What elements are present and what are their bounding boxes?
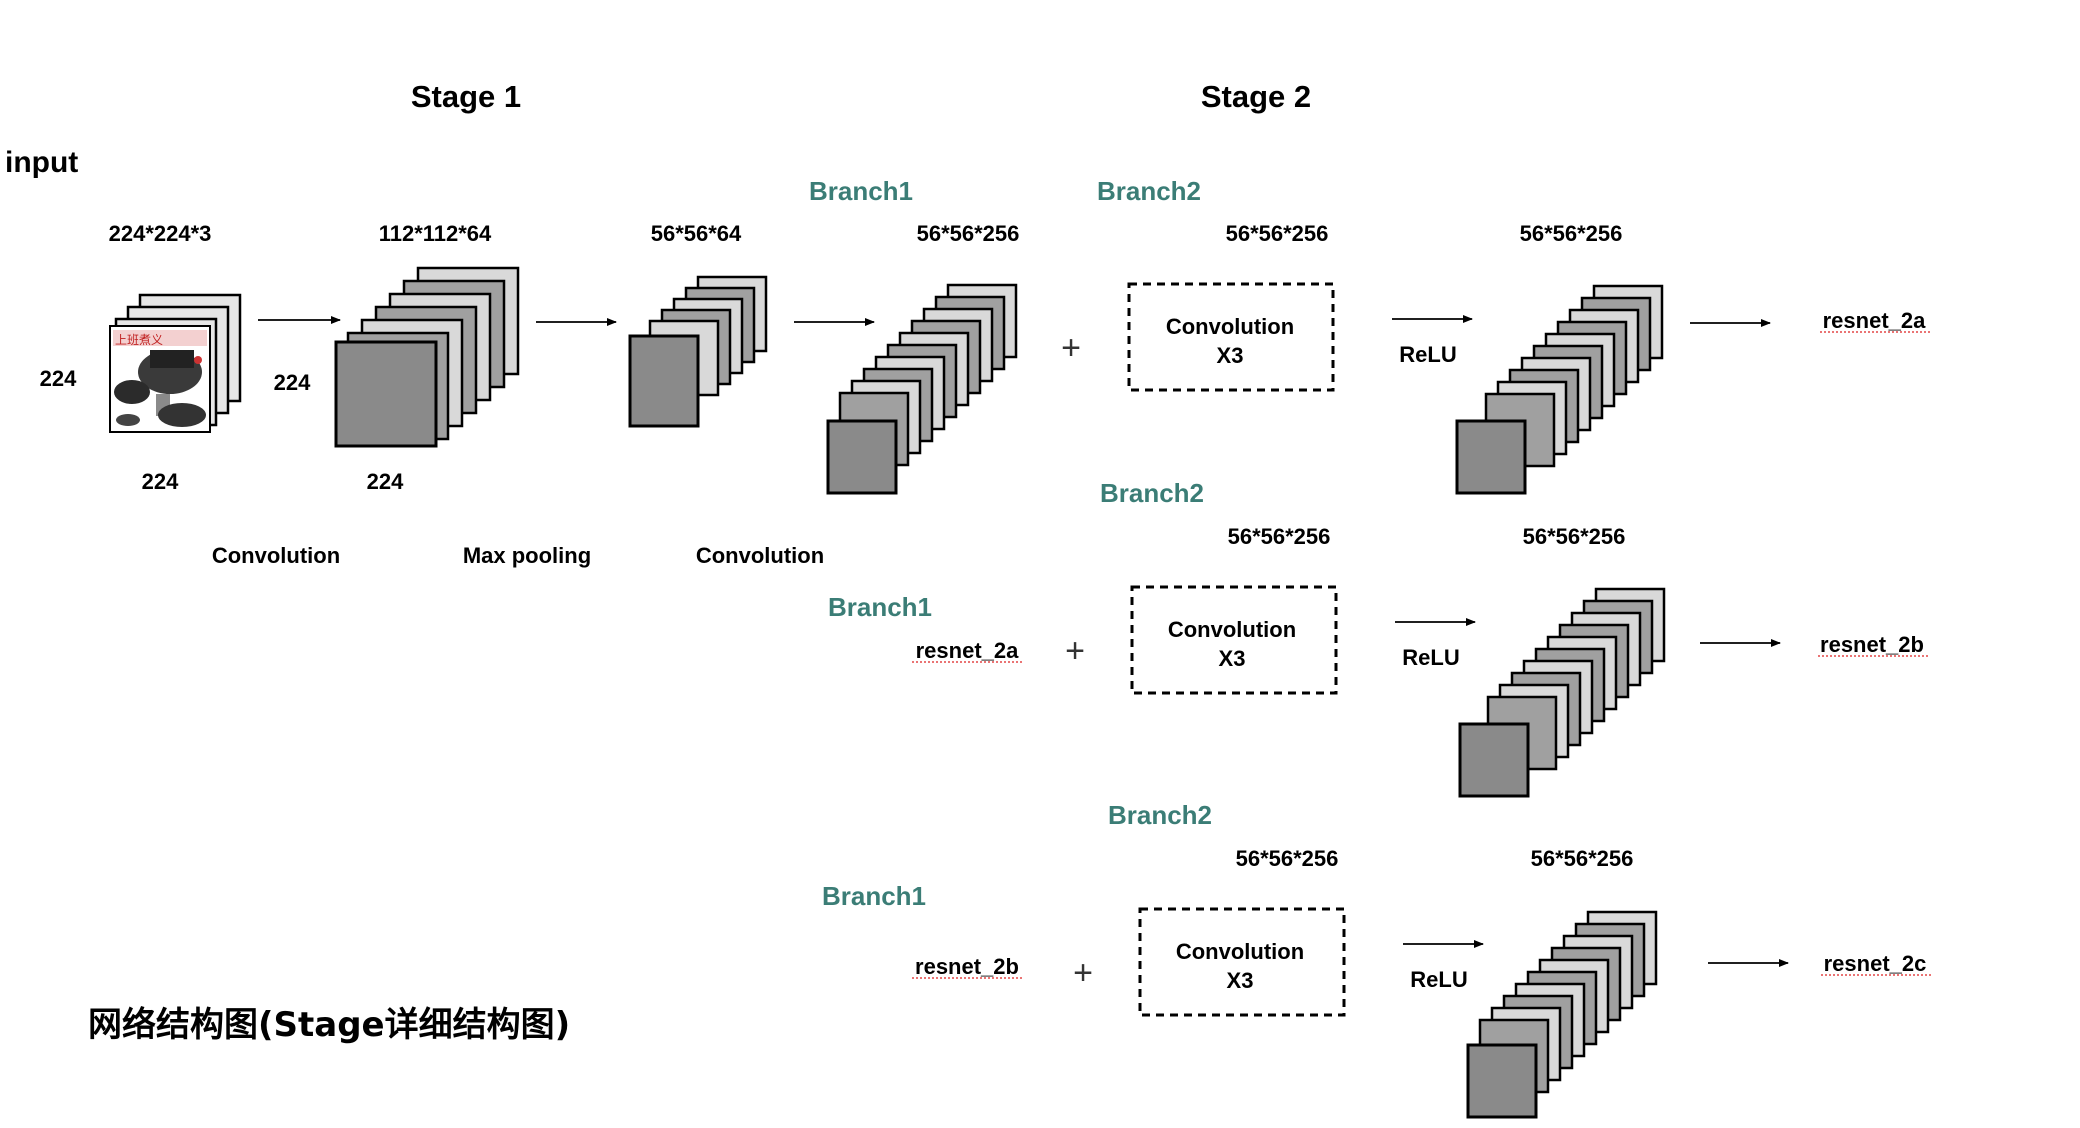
row-a-output-label: resnet_2a: [1823, 308, 1927, 333]
stage2-row-b: Branch1 Branch2 resnet_2a + 56*56*256 Co…: [828, 478, 1928, 798]
row-b-branch1-label: Branch1: [828, 592, 932, 622]
figure-title: 网络结构图(Stage详细结构图): [88, 1005, 570, 1045]
row-b-plus: +: [1065, 632, 1085, 670]
row-c-conv-dim: 56*56*256: [1236, 846, 1339, 871]
row-c-branch2-label: Branch2: [1108, 800, 1212, 830]
row-a-out-dim: 56*56*256: [1520, 221, 1623, 246]
row-a-branch1-label: Branch1: [809, 176, 913, 206]
row-c-out-dim: 56*56*256: [1531, 846, 1634, 871]
input-label: input: [5, 146, 78, 179]
input-image-stack: 上班煮义: [109, 293, 242, 433]
row-c-branch1-input: resnet_2b: [915, 954, 1019, 979]
row-b-branch2-label: Branch2: [1100, 478, 1204, 508]
input-photo: 上班煮义: [109, 325, 211, 433]
row-b-conv-repeat: X3: [1219, 646, 1246, 671]
input-dim: 224*224*3: [109, 221, 212, 246]
conv1-feature-stack: [334, 266, 520, 448]
conv1-height-label: 224: [274, 370, 311, 395]
row-c-output-label: resnet_2c: [1824, 951, 1927, 976]
row-a-output-stack: [1455, 284, 1664, 495]
conv2-dim: 56*56*256: [917, 221, 1020, 246]
row-a-plus: +: [1061, 329, 1081, 367]
conv1-dim: 112*112*64: [379, 221, 492, 246]
stage2-row-a: Branch1 Branch2 + 56*56*256 Convolution …: [809, 176, 1930, 495]
row-b-conv-box: [1130, 585, 1338, 695]
row-b-branch1-input: resnet_2a: [916, 638, 1020, 663]
pool-dim: 56*56*64: [651, 221, 742, 246]
row-c-plus: +: [1073, 954, 1093, 992]
row-a-relu-label: ReLU: [1399, 342, 1456, 367]
row-b-out-dim: 56*56*256: [1523, 524, 1626, 549]
row-c-conv-label: Convolution: [1176, 939, 1304, 964]
caption-convolution-2: Convolution: [696, 543, 824, 568]
caption-convolution-1: Convolution: [212, 543, 340, 568]
row-a-conv-repeat: X3: [1217, 343, 1244, 368]
row-b-output-label: resnet_2b: [1820, 632, 1924, 657]
row-b-relu-label: ReLU: [1402, 645, 1459, 670]
row-a-conv-dim: 56*56*256: [1226, 221, 1329, 246]
row-c-relu-label: ReLU: [1410, 967, 1467, 992]
stage2-row-c: Branch1 Branch2 resnet_2b + 56*56*256 Co…: [822, 800, 1931, 1119]
row-b-conv-label: Convolution: [1168, 617, 1296, 642]
caption-max-pooling: Max pooling: [463, 543, 591, 568]
conv1-width-label: 224: [367, 469, 404, 494]
stage-2-title: Stage 2: [1201, 79, 1311, 114]
row-b-output-stack: [1458, 587, 1666, 798]
row-c-output-stack: [1466, 910, 1658, 1119]
input-height-label: 224: [40, 366, 77, 391]
row-a-conv-box: [1127, 282, 1335, 392]
pool-feature-stack: [628, 275, 768, 428]
stage-1-title: Stage 1: [411, 79, 521, 114]
conv2-feature-stack: [826, 283, 1018, 495]
row-c-conv-repeat: X3: [1227, 968, 1254, 993]
row-a-branch2-label: Branch2: [1097, 176, 1201, 206]
input-width-label: 224: [142, 469, 179, 494]
row-a-conv-label: Convolution: [1166, 314, 1294, 339]
row-b-conv-dim: 56*56*256: [1228, 524, 1331, 549]
row-c-conv-box: [1138, 907, 1346, 1017]
photo-caption-text: 上班煮义: [115, 333, 163, 347]
row-c-branch1-label: Branch1: [822, 881, 926, 911]
